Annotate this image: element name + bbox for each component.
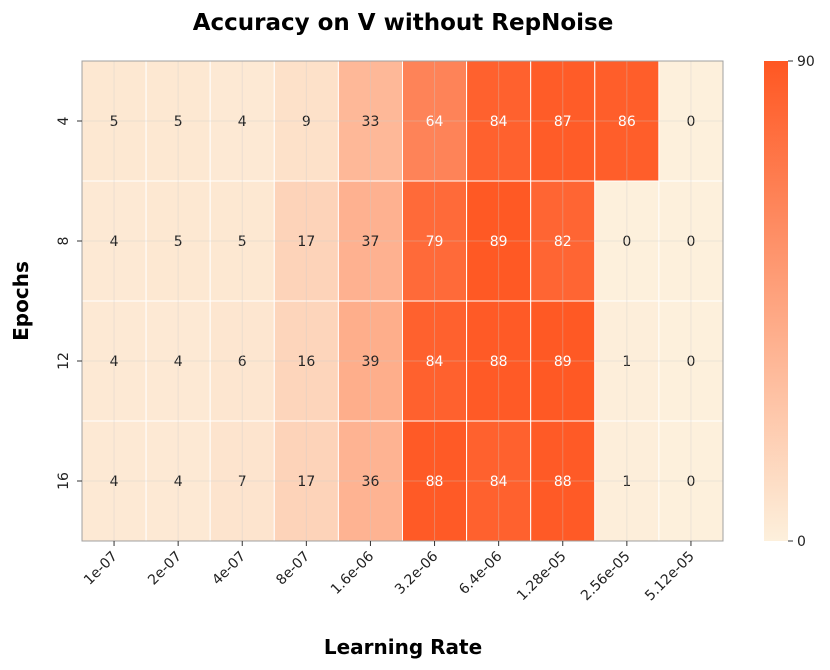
cell-value-label: 36 <box>362 474 380 490</box>
cell-value-label: 4 <box>110 234 119 250</box>
heatmap-cell <box>530 300 596 422</box>
colorbar <box>764 61 788 541</box>
heatmap-cell <box>658 60 724 182</box>
cell-value-label: 86 <box>618 114 636 130</box>
heatmap-cell <box>530 420 596 542</box>
colorbar-ticks: 0 90 <box>788 54 815 550</box>
cell-value-label: 1 <box>622 354 631 370</box>
heatmap-cell <box>273 180 339 302</box>
cell-value-label: 64 <box>426 114 444 130</box>
cell-value-label: 4 <box>110 354 119 370</box>
heatmap-cell <box>466 180 532 302</box>
heatmap-cell <box>337 420 403 542</box>
x-axis-ticks: 1e-07 2e-07 4e-07 8e-07 1.6e-06 3.2e-06 6.4e-0… <box>81 541 698 604</box>
cell-value-label: 9 <box>302 114 311 130</box>
cell-value-label: 87 <box>554 114 572 130</box>
heatmap-cell <box>145 180 211 302</box>
heatmap-cell <box>209 180 275 302</box>
cell-value-label: 16 <box>297 354 315 370</box>
cell-value-label: 0 <box>686 354 695 370</box>
cell-value-label: 17 <box>297 474 315 490</box>
y-axis-ticks: 4 8 12 16 <box>56 116 82 490</box>
cell-value-label: 6 <box>238 354 247 370</box>
cell-value-label: 0 <box>686 474 695 490</box>
heatmap-cell <box>466 420 532 542</box>
heatmap-cell <box>594 420 660 542</box>
cell-value-label: 4 <box>174 474 183 490</box>
heatmap-cell <box>81 300 147 422</box>
cell-value-label: 84 <box>426 354 444 370</box>
cell-value-label: 89 <box>490 234 508 250</box>
cell-value-label: 5 <box>174 234 183 250</box>
x-tick-label: 8e-07 <box>273 549 313 589</box>
cell-value-label: 89 <box>554 354 572 370</box>
cell-value-label: 37 <box>362 234 380 250</box>
x-tick-label: 2e-07 <box>145 549 185 589</box>
cell-value-label: 5 <box>174 114 183 130</box>
cell-value-label: 4 <box>110 474 119 490</box>
x-tick-label: 1.28e-05 <box>514 549 570 605</box>
colorbar-tick-label: 0 <box>797 534 806 550</box>
cell-value-label: 5 <box>238 234 247 250</box>
cell-value-label: 84 <box>490 474 508 490</box>
x-tick-label: 1.6e-06 <box>328 548 377 597</box>
cell-value-label: 1 <box>622 474 631 490</box>
heatmap-cell <box>658 420 724 542</box>
x-tick-label: 4e-07 <box>209 549 249 589</box>
cell-value-label: 5 <box>110 114 119 130</box>
heatmap-cell <box>402 300 468 422</box>
x-tick-label: 2.56e-05 <box>578 549 634 605</box>
x-axis-label: Learning Rate <box>324 635 482 659</box>
y-tick-label: 16 <box>56 472 72 490</box>
cell-value-label: 4 <box>174 354 183 370</box>
heatmap-cell <box>594 300 660 422</box>
cell-value-label: 88 <box>554 474 572 490</box>
cell-value-label: 0 <box>686 234 695 250</box>
heatmap-cell <box>81 60 147 182</box>
y-tick-label: 8 <box>56 237 72 246</box>
cell-value-label: 84 <box>490 114 508 130</box>
heatmap-cell <box>145 60 211 182</box>
heatmap-cell <box>209 420 275 542</box>
cell-value-label: 17 <box>297 234 315 250</box>
y-tick-label: 12 <box>56 352 72 370</box>
cell-value-label: 4 <box>238 114 247 130</box>
heatmap-cell <box>594 180 660 302</box>
cell-value-label: 88 <box>490 354 508 370</box>
y-axis-label: Epochs <box>9 261 33 341</box>
colorbar-tick-label: 90 <box>797 54 815 70</box>
x-tick-label: 1e-07 <box>81 549 121 589</box>
x-tick-label: 3.2e-06 <box>392 548 441 597</box>
heatmap-cell <box>658 180 724 302</box>
x-tick-label: 5.12e-05 <box>642 549 698 605</box>
chart-title: Accuracy on V without RepNoise <box>193 10 614 36</box>
x-tick-label: 6.4e-06 <box>456 548 505 597</box>
heatmap-cell <box>145 420 211 542</box>
cell-value-label: 7 <box>238 474 247 490</box>
heatmap-cell <box>658 300 724 422</box>
y-tick-label: 4 <box>56 116 72 125</box>
plot-frame <box>81 60 724 542</box>
heatmap-cell <box>402 420 468 542</box>
heatmap-cell <box>81 180 147 302</box>
heatmap-cells: 5 5 4 9 33 64 84 87 86 04 5 5 17 37 79 89 82 0 04 4 6 16 39 84 8… <box>81 60 724 542</box>
heatmap-cell <box>466 60 532 182</box>
heatmap-cell <box>145 300 211 422</box>
cell-value-label: 39 <box>362 354 380 370</box>
cell-value-label: 0 <box>622 234 631 250</box>
cell-value-label: 82 <box>554 234 572 250</box>
cell-value-label: 79 <box>426 234 444 250</box>
cell-value-label: 88 <box>426 474 444 490</box>
heatmap-cell <box>337 300 403 422</box>
cell-value-label: 0 <box>686 114 695 130</box>
heatmap-cell <box>273 300 339 422</box>
cell-value-label: 33 <box>362 114 380 130</box>
